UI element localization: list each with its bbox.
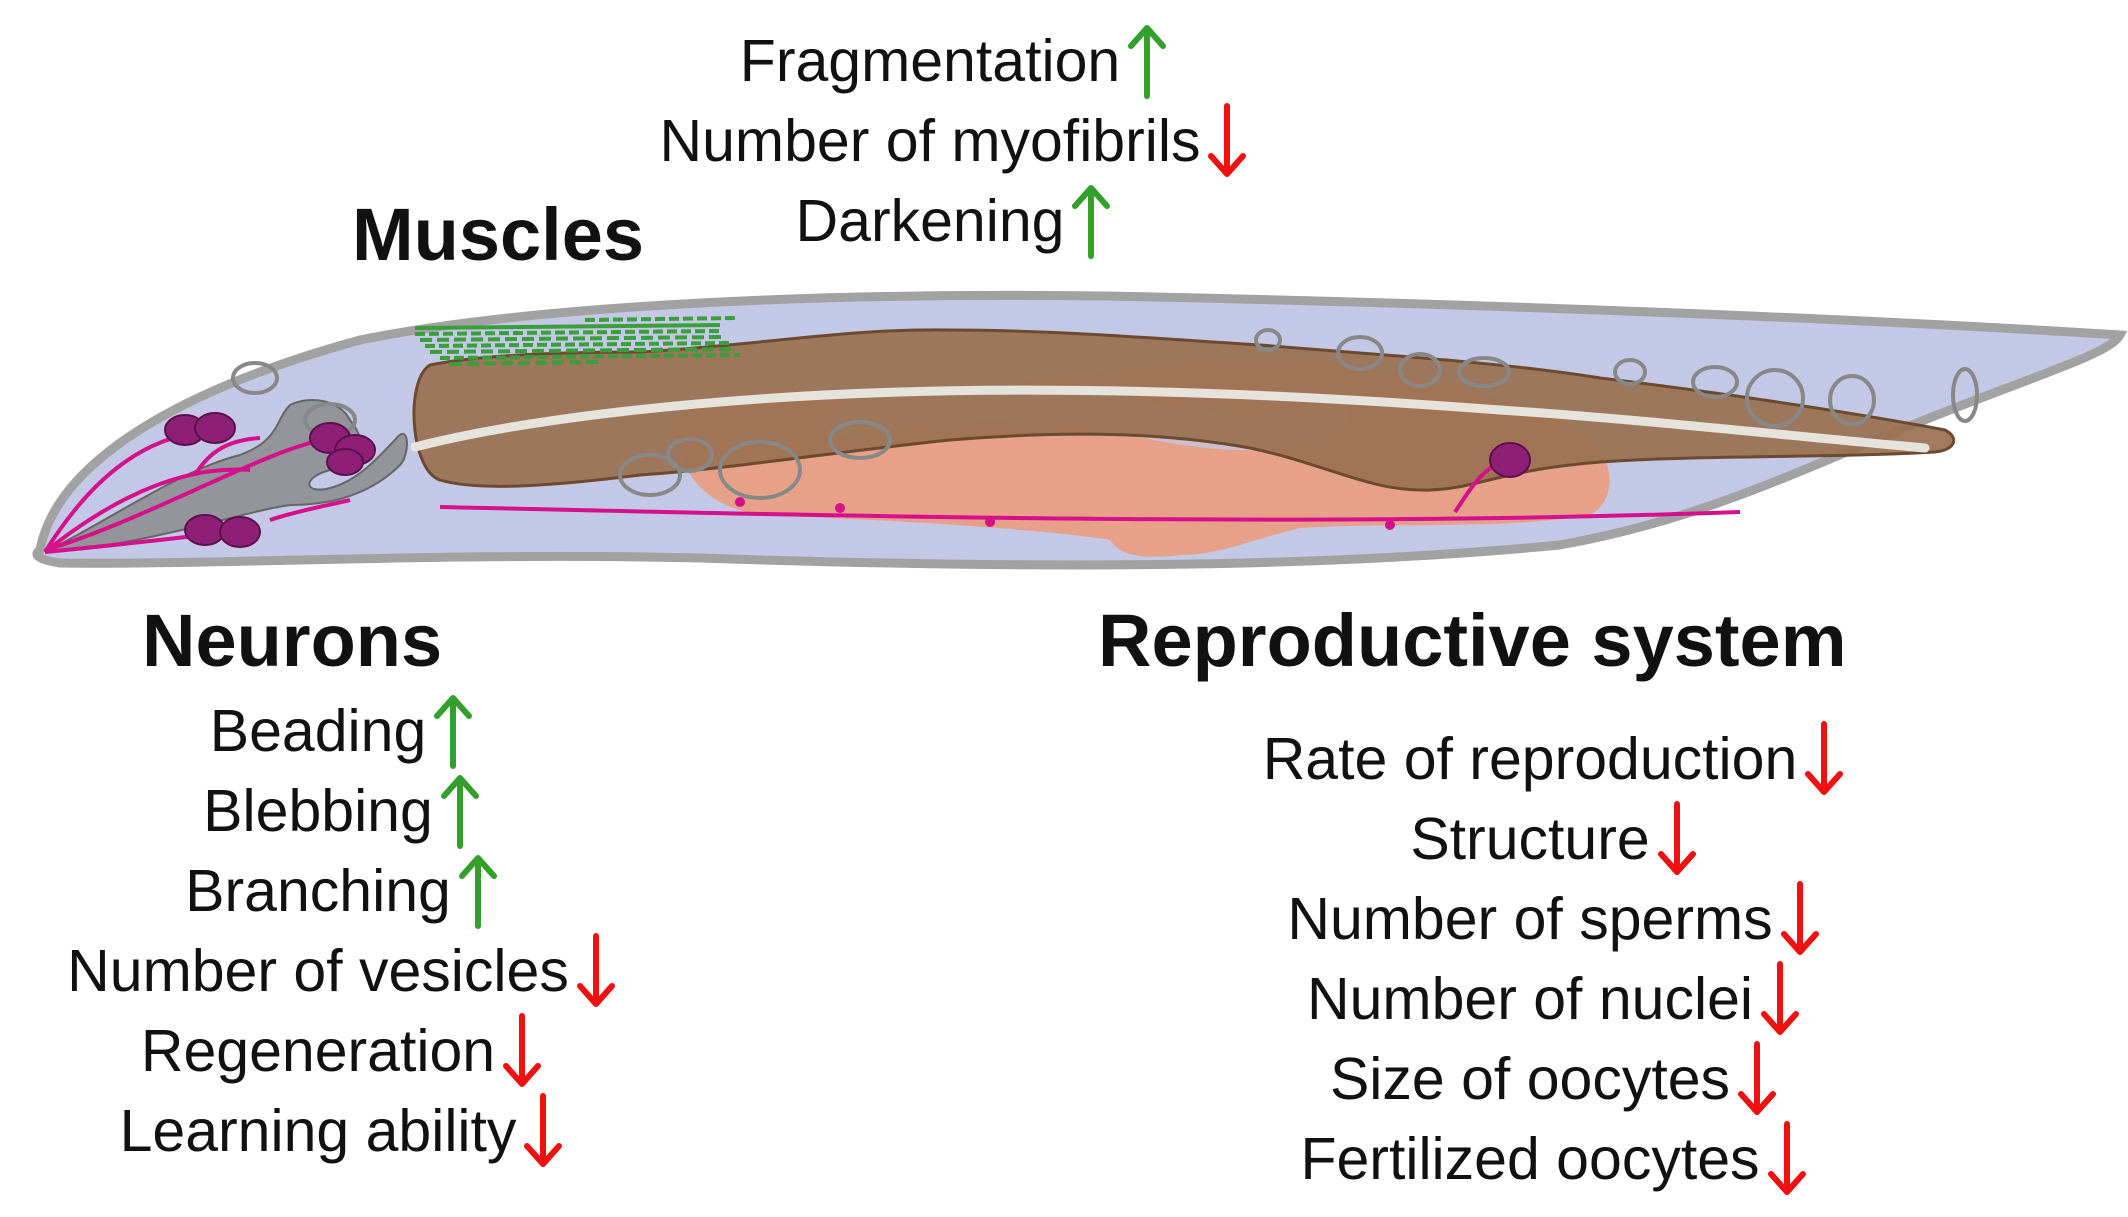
reproductive-effect-label: Size of oocytes xyxy=(1329,1045,1731,1112)
arrow-up-icon xyxy=(432,692,474,770)
arrow-down-icon xyxy=(1656,800,1698,878)
muscles-effect-label: Fragmentation xyxy=(739,27,1121,94)
neurons-effect-label: Regeneration xyxy=(140,1017,496,1084)
neurons-effect-label: Branching xyxy=(185,857,451,924)
arrow-up-icon xyxy=(439,772,481,850)
reproductive-effect-label: Fertilized oocytes xyxy=(1300,1125,1760,1192)
reproductive-effect-item: Structure xyxy=(1410,800,1697,878)
muscles-effect-item: Fragmentation xyxy=(740,22,1168,100)
arrow-down-icon xyxy=(1736,1040,1778,1118)
neurons-effect-label: Number of vesicles xyxy=(67,937,569,1004)
arrow-up-icon xyxy=(1126,22,1168,100)
arrow-down-icon xyxy=(575,932,617,1010)
arrow-up-icon xyxy=(457,852,499,930)
neurons-effect-label: Blebbing xyxy=(203,777,433,844)
reproductive-effect-item: Size of oocytes xyxy=(1330,1040,1778,1118)
reproductive-effect-label: Rate of reproduction xyxy=(1262,725,1798,792)
neurons-effect-label: Learning ability xyxy=(119,1097,517,1164)
reproductive-effect-item: Number of nuclei xyxy=(1307,960,1801,1038)
arrow-down-icon xyxy=(1759,960,1801,1038)
muscles-effect-label: Darkening xyxy=(795,187,1065,254)
intestinal-lumen xyxy=(410,385,1930,453)
muscles-effect-item: Darkening xyxy=(796,182,1113,260)
arrow-down-icon xyxy=(1779,880,1821,958)
cell-outlines xyxy=(231,328,1979,500)
reproductive-effect-label: Structure xyxy=(1410,805,1650,872)
muscles-effect-label: Number of myofibrils xyxy=(659,107,1201,174)
neurons-effect-item: Branching xyxy=(185,852,499,930)
reproductive-effect-item: Rate of reproduction xyxy=(1263,720,1846,798)
neurons-effect-item: Blebbing xyxy=(203,772,481,850)
arrow-down-icon xyxy=(1803,720,1845,798)
neurons-heading: Neurons xyxy=(142,599,443,682)
arrow-down-icon xyxy=(1206,102,1248,180)
neuron-cell-bodies xyxy=(164,412,1531,548)
reproductive-effect-label: Number of sperms xyxy=(1287,885,1773,952)
muscles-effect-item: Number of myofibrils xyxy=(660,102,1249,180)
arrow-down-icon xyxy=(501,1012,543,1090)
neurons-effect-item: Learning ability xyxy=(120,1092,565,1170)
reproductive-effect-label: Number of nuclei xyxy=(1307,965,1753,1032)
reproductive-heading: Reproductive system xyxy=(1098,599,1847,682)
intestine xyxy=(412,328,1956,492)
neuron-varicosities xyxy=(735,497,1395,530)
neurons-effect-item: Regeneration xyxy=(141,1012,543,1090)
muscle-fibres xyxy=(414,316,741,366)
neurons-effect-label: Beading xyxy=(209,697,427,764)
reproductive-effect-item: Number of sperms xyxy=(1287,880,1820,958)
arrow-down-icon xyxy=(522,1092,564,1170)
neurons-effect-item: Number of vesicles xyxy=(67,932,617,1010)
neurons-effect-item: Beading xyxy=(210,692,475,770)
reproductive-effect-item: Fertilized oocytes xyxy=(1300,1120,1807,1198)
muscles-heading: Muscles xyxy=(352,193,645,276)
arrow-up-icon xyxy=(1070,182,1112,260)
arrow-down-icon xyxy=(1766,1120,1808,1198)
